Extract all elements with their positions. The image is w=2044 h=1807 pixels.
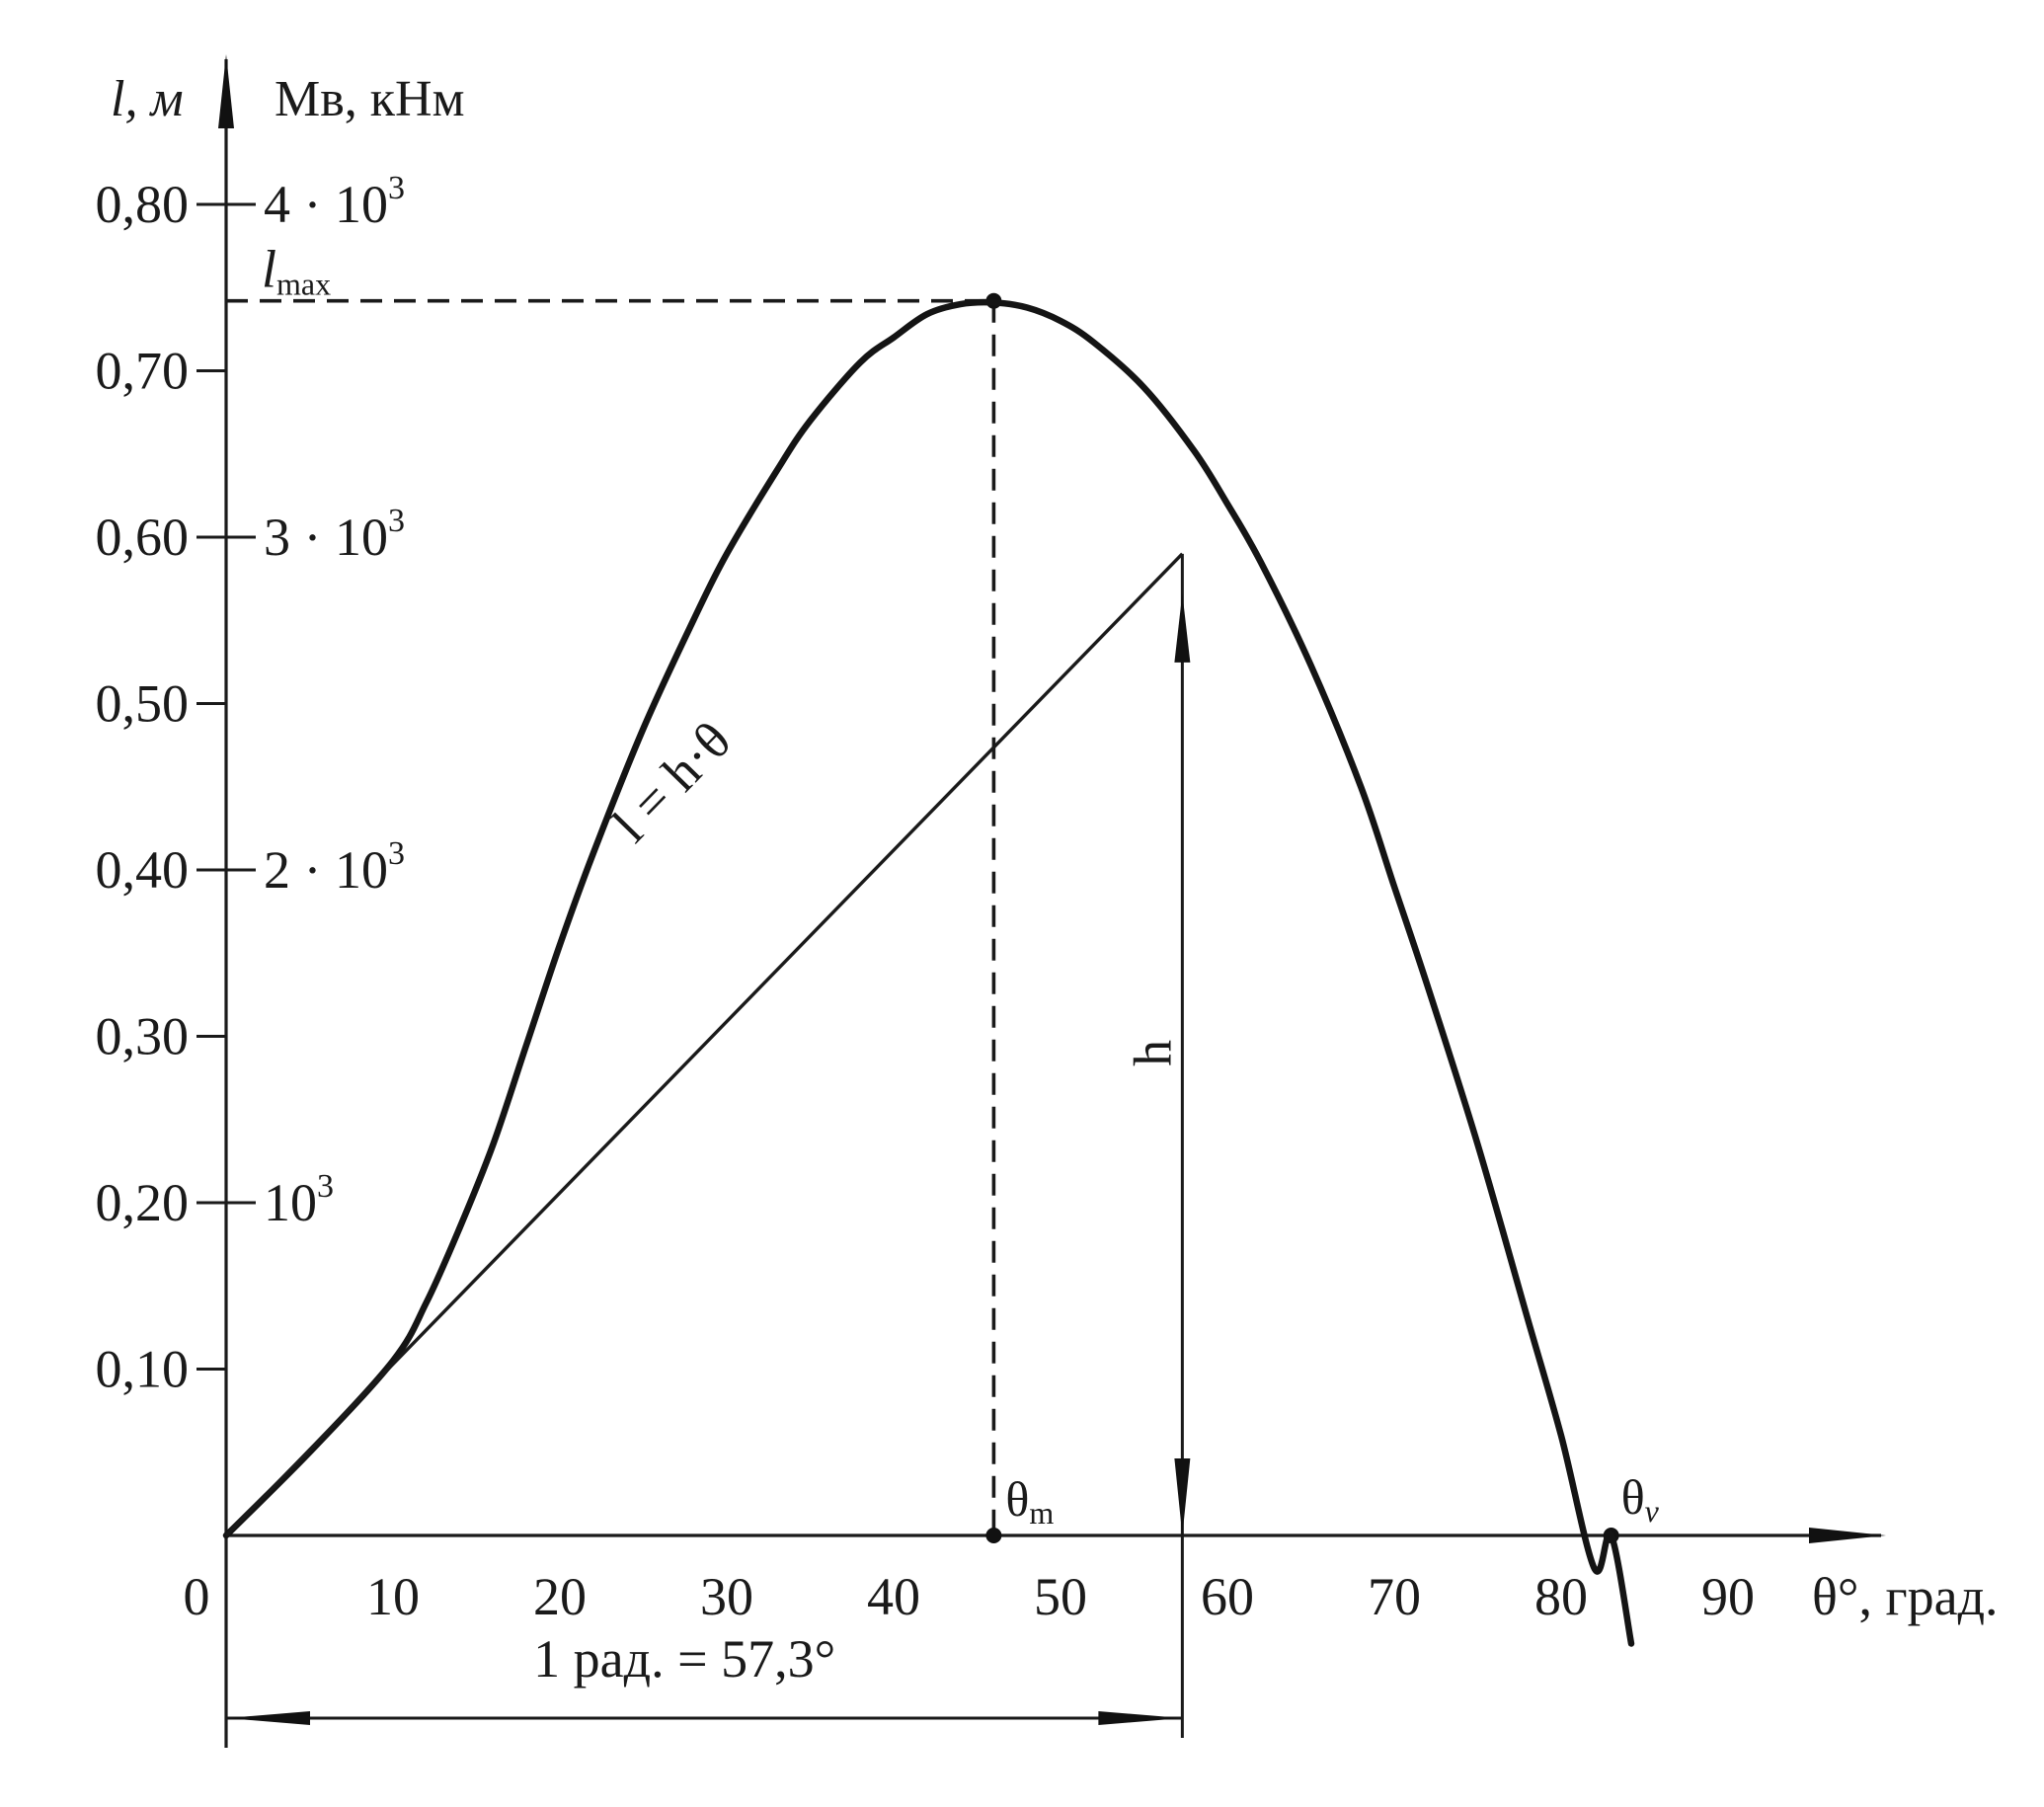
x-axis-arrow <box>1809 1528 1886 1543</box>
x-tick-label: 60 <box>1201 1567 1254 1626</box>
y-left-tick-label: 0,30 <box>96 1007 190 1066</box>
y-left-tick-label: 0,20 <box>96 1173 190 1232</box>
y-right-tick-label: 4 · 103 <box>264 170 405 234</box>
theta-v-label: θν <box>1621 1469 1660 1529</box>
x-tick-label: 70 <box>1368 1567 1421 1626</box>
y-right-tick-label: 103 <box>264 1168 334 1232</box>
h-arrow-up <box>1174 592 1191 663</box>
radian-label: 1 рад. = 57,3° <box>533 1629 835 1689</box>
y-axis-right-label: Мв, кНм <box>275 71 465 127</box>
y-left-tick-label: 0,80 <box>96 175 190 234</box>
y-left-tick-group: 0,10 0,20 0,30 0,40 0,50 0,60 0,70 0,80 <box>96 175 226 1399</box>
y-right-tick-group: 103 2 · 103 3 · 103 4 · 103 <box>226 170 405 1232</box>
y-left-tick-label: 0,60 <box>96 508 190 567</box>
y-left-tick-label: 0,70 <box>96 342 190 401</box>
y-axis-left-label: l, м <box>111 71 184 127</box>
x-tick-label: 40 <box>867 1567 920 1626</box>
y-axis-arrow <box>218 54 234 128</box>
lmax-label: lmax <box>262 240 331 302</box>
theta-m-label: θm <box>1005 1471 1054 1531</box>
y-left-tick-label: 0,50 <box>96 674 190 734</box>
x-tick-label: 80 <box>1534 1567 1588 1626</box>
h-arrow-down <box>1174 1458 1191 1535</box>
theta-m-point <box>985 1528 1002 1543</box>
x-tick-group: 0 10 20 30 40 50 60 70 80 90 <box>184 1567 1756 1626</box>
x-tick-label: 20 <box>533 1567 587 1626</box>
x-axis-label: θ°, град. <box>1812 1567 1999 1626</box>
y-left-tick-label: 0,10 <box>96 1340 190 1399</box>
h-label: h <box>1123 1040 1182 1066</box>
x-tick-label: 0 <box>184 1567 210 1626</box>
righting-arm-curve <box>222 298 1635 1647</box>
radian-arrow-right <box>1098 1711 1183 1725</box>
tangent-line <box>224 552 1184 1537</box>
y-right-tick-label: 3 · 103 <box>264 503 405 567</box>
x-tick-label: 90 <box>1701 1567 1755 1626</box>
x-tick-label: 50 <box>1034 1567 1087 1626</box>
radian-arrow-left <box>226 1711 310 1725</box>
y-right-tick-label: 2 · 103 <box>264 835 405 900</box>
x-tick-label: 10 <box>366 1567 420 1626</box>
y-left-tick-label: 0,40 <box>96 840 190 900</box>
x-tick-label: 30 <box>700 1567 753 1626</box>
